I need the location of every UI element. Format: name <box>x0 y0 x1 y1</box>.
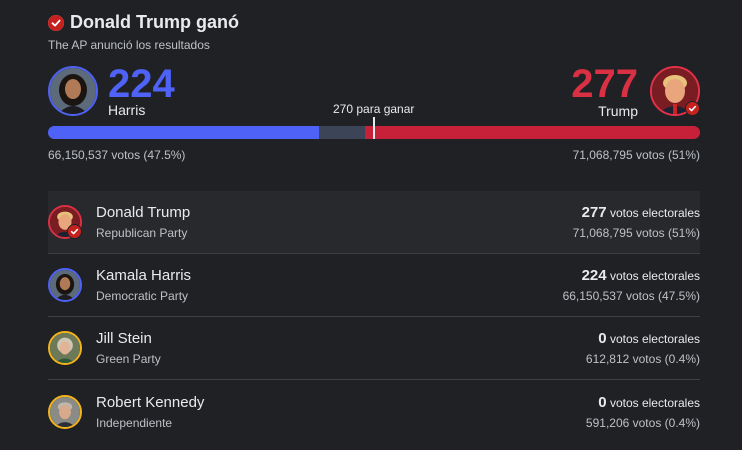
candidate-party: Republican Party <box>96 226 188 240</box>
candidate-list: Donald Trump Republican Party 277 votos … <box>48 191 700 443</box>
winner-check-icon <box>48 14 64 31</box>
electoral-count: 0 <box>598 330 607 347</box>
trump-label: Trump <box>598 103 638 119</box>
candidate-party: Independiente <box>96 415 173 430</box>
electoral-unit: votos electorales <box>609 269 700 283</box>
candidate-popular-votes: 591,206 votos (0.4%) <box>585 415 700 430</box>
stein-list-avatar <box>48 331 82 365</box>
to-win-marker <box>373 117 375 139</box>
to-win-label: 270 para ganar <box>333 102 415 116</box>
candidate-info: Kamala Harris Democratic Party <box>96 267 191 303</box>
uncalled-bar-segment <box>319 126 365 139</box>
harris-portrait-icon <box>50 270 80 300</box>
candidate-info: Robert Kennedy Independiente <box>96 394 204 430</box>
title-row: Donald Trump ganó <box>48 12 239 33</box>
candidate-name: Kamala Harris <box>96 267 192 284</box>
electoral-count: 277 <box>581 204 607 221</box>
candidate-electoral-votes: 224 votos electorales <box>563 267 700 284</box>
harris-label: Harris <box>108 102 146 118</box>
candidate-electoral-votes: 277 votos electorales <box>573 204 700 221</box>
candidate-popular-votes: 66,150,537 votos (47.5%) <box>562 289 700 303</box>
harris-avatar[interactable] <box>48 66 98 116</box>
electoral-count: 224 <box>581 267 607 284</box>
harris-list-avatar <box>48 268 82 302</box>
candidate-electoral-votes: 0 votos electorales <box>586 394 700 411</box>
electoral-count: 0 <box>598 393 607 411</box>
candidate-electoral-votes: 0 votos electorales <box>586 330 700 347</box>
trump-portrait-icon <box>652 68 698 114</box>
candidate-name: Jill Stein <box>96 330 152 347</box>
candidate-row-stein[interactable]: Jill Stein Green Party 0 votos electoral… <box>48 317 700 380</box>
candidate-row-kennedy[interactable]: Robert Kennedy Independiente 0 votos ele… <box>48 380 700 443</box>
candidate-party: Democratic Party <box>96 289 189 303</box>
kennedy-list-avatar <box>48 394 82 429</box>
electoral-unit: votos electorales <box>609 395 700 410</box>
candidate-stats: 277 votos electorales 71,068,795 votos (… <box>573 204 700 240</box>
trump-bar-segment <box>364 126 700 139</box>
kennedy-portrait-icon <box>50 396 80 427</box>
candidate-popular-votes: 612,812 votos (0.4%) <box>585 352 700 366</box>
result-subtitle: The AP anunció los resultados <box>48 38 210 52</box>
candidate-name: Robert Kennedy <box>96 393 205 411</box>
candidate-name: Donald Trump <box>96 204 191 221</box>
electoral-unit: votos electorales <box>609 332 700 346</box>
harris-portrait-icon <box>50 68 96 114</box>
candidate-row-harris[interactable]: Kamala Harris Democratic Party 224 votos… <box>48 254 700 317</box>
trump-popular-votes: 71,068,795 votos (51%) <box>572 148 700 162</box>
candidate-info: Jill Stein Green Party <box>96 330 161 366</box>
result-header: Donald Trump ganó The AP anunció los res… <box>48 12 239 52</box>
trump-avatar[interactable] <box>650 66 700 116</box>
candidate-row-trump[interactable]: Donald Trump Republican Party 277 votos … <box>48 191 700 254</box>
result-title: Donald Trump ganó <box>70 12 239 32</box>
trump-list-winner-check-icon <box>67 224 82 239</box>
trump-electoral-count: 277 <box>571 62 638 106</box>
trump-winner-check-icon <box>685 101 700 116</box>
trump-portrait-icon <box>50 207 80 237</box>
harris-bar-segment <box>48 126 320 139</box>
electoral-unit: votos electorales <box>609 206 700 220</box>
candidate-info: Donald Trump Republican Party <box>96 204 190 240</box>
candidate-stats: 0 votos electorales 591,206 votos (0.4%) <box>586 394 700 430</box>
candidate-stats: 0 votos electorales 612,812 votos (0.4%) <box>586 330 700 366</box>
stein-portrait-icon <box>50 333 80 363</box>
harris-electoral-count: 224 <box>108 62 175 106</box>
candidate-popular-votes: 71,068,795 votos (51%) <box>572 226 700 240</box>
trump-list-avatar <box>48 205 82 239</box>
candidate-stats: 224 votos electorales 66,150,537 votos (… <box>563 267 700 303</box>
candidate-party: Green Party <box>96 352 161 366</box>
harris-popular-votes: 66,150,537 votos (47.5%) <box>48 148 186 162</box>
